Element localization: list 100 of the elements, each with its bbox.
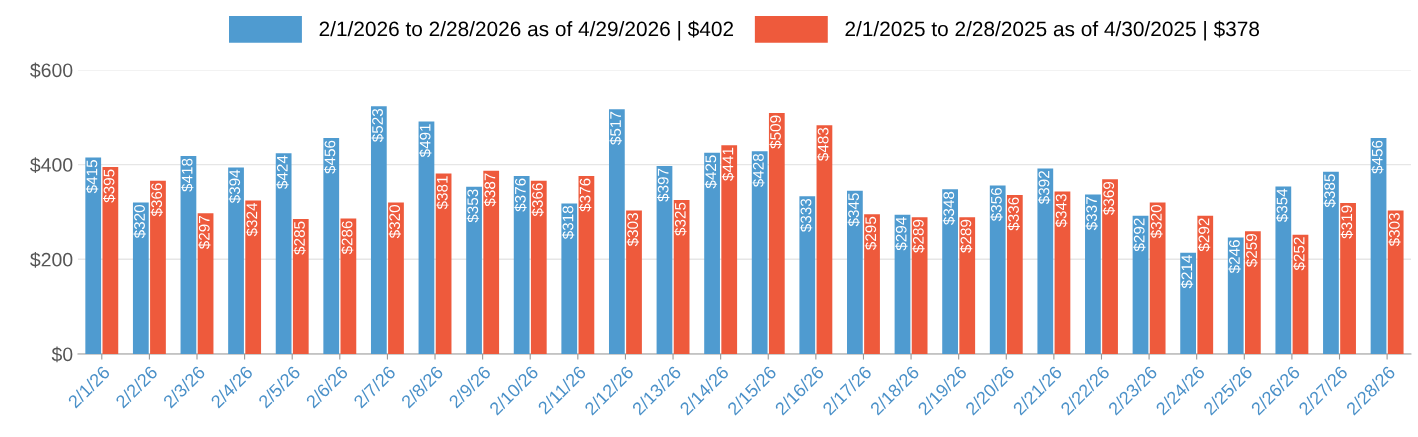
bar xyxy=(751,151,768,354)
data-label: $418 xyxy=(181,158,194,192)
data-label: $259 xyxy=(1245,233,1258,268)
bar xyxy=(102,166,119,354)
bar xyxy=(1054,191,1071,354)
data-label: $320 xyxy=(133,204,146,239)
bar xyxy=(1149,202,1166,354)
bar xyxy=(1227,237,1244,354)
bar xyxy=(180,156,197,354)
data-label: $297 xyxy=(198,216,211,250)
bar xyxy=(799,196,816,354)
data-label: $286 xyxy=(341,221,354,255)
bar xyxy=(911,217,928,354)
data-label: $318 xyxy=(561,205,575,240)
data-label: $354 xyxy=(1275,188,1289,223)
data-label: $491 xyxy=(419,124,432,158)
data-label: $285 xyxy=(293,221,306,255)
bar xyxy=(1387,210,1404,354)
bar xyxy=(721,145,738,354)
data-label: $292 xyxy=(1197,218,1211,252)
data-label: $381 xyxy=(436,176,449,210)
data-label: $252 xyxy=(1293,237,1306,271)
bar xyxy=(1085,194,1101,354)
data-label: $336 xyxy=(1007,197,1020,231)
data-label: $366 xyxy=(150,183,163,217)
data-label: $425 xyxy=(704,155,718,189)
bar xyxy=(1180,252,1197,354)
data-label: $343 xyxy=(1055,194,1068,228)
y-tick-label: $600 xyxy=(30,62,73,79)
bar xyxy=(150,180,166,354)
bar xyxy=(847,190,863,354)
bar xyxy=(275,153,292,354)
bar xyxy=(1340,202,1356,354)
data-label: $456 xyxy=(323,140,337,174)
bar xyxy=(578,175,595,354)
data-label: $324 xyxy=(245,202,259,237)
data-label: $387 xyxy=(483,173,497,207)
data-label: $289 xyxy=(959,219,973,253)
data-label: $320 xyxy=(388,204,401,239)
bar xyxy=(1102,179,1118,354)
data-label: $345 xyxy=(847,193,860,227)
bar xyxy=(1197,215,1214,354)
bar xyxy=(1323,171,1339,354)
data-label: $441 xyxy=(721,147,735,181)
data-label: $292 xyxy=(1133,218,1146,252)
data-label: $214 xyxy=(1180,255,1194,289)
data-label: $483 xyxy=(817,127,830,162)
data-label: $337 xyxy=(1085,197,1098,231)
bar xyxy=(323,138,340,354)
bar xyxy=(388,202,404,354)
bar xyxy=(1275,186,1292,354)
data-label: $523 xyxy=(371,108,384,143)
bar xyxy=(768,113,785,354)
bar xyxy=(626,210,642,354)
bar xyxy=(1370,138,1387,354)
bar xyxy=(864,214,880,354)
y-tick-label: $200 xyxy=(30,251,73,268)
y-tick-label: $400 xyxy=(30,157,73,173)
data-label: $333 xyxy=(799,198,813,233)
data-label: $397 xyxy=(657,168,670,202)
data-label: $415 xyxy=(85,160,99,194)
data-label: $369 xyxy=(1102,181,1116,215)
bar xyxy=(608,109,625,354)
bar xyxy=(370,106,387,354)
data-label: $428 xyxy=(752,153,765,188)
bar xyxy=(656,166,673,354)
y-tick-label: $0 xyxy=(51,346,73,363)
bar xyxy=(197,213,214,354)
data-label: $509 xyxy=(769,115,782,149)
bar xyxy=(340,218,357,354)
data-label: $303 xyxy=(626,213,640,247)
data-label: $348 xyxy=(942,191,956,225)
bar xyxy=(85,157,102,354)
data-label: $294 xyxy=(895,217,908,251)
bar xyxy=(942,189,958,354)
data-label: $325 xyxy=(674,202,687,236)
legend-label: 2/1/2025 to 2/28/2025 as of 4/30/2025 | $378 xyxy=(845,20,1260,41)
data-label: $376 xyxy=(579,178,592,212)
data-label: $320 xyxy=(1150,204,1163,239)
bar xyxy=(483,170,500,354)
data-label: $394 xyxy=(228,169,242,204)
bar xyxy=(292,219,309,354)
bar xyxy=(530,180,547,354)
bar xyxy=(959,217,976,354)
bar xyxy=(228,167,244,354)
bar xyxy=(1006,194,1023,354)
data-label: $319 xyxy=(1340,205,1354,239)
data-label: $392 xyxy=(1037,171,1051,205)
bar xyxy=(704,152,720,354)
data-label: $289 xyxy=(912,219,925,253)
bar xyxy=(466,186,482,354)
data-label: $246 xyxy=(1228,240,1241,274)
data-label: $395 xyxy=(103,169,116,203)
bar xyxy=(561,203,578,354)
legend-label: 2/1/2026 to 2/28/2026 as of 4/29/2026 | $402 xyxy=(319,20,734,41)
data-label: $376 xyxy=(514,178,527,212)
bar xyxy=(418,121,435,354)
bar xyxy=(673,200,690,354)
bar xyxy=(816,125,833,354)
data-label: $356 xyxy=(990,188,1003,222)
